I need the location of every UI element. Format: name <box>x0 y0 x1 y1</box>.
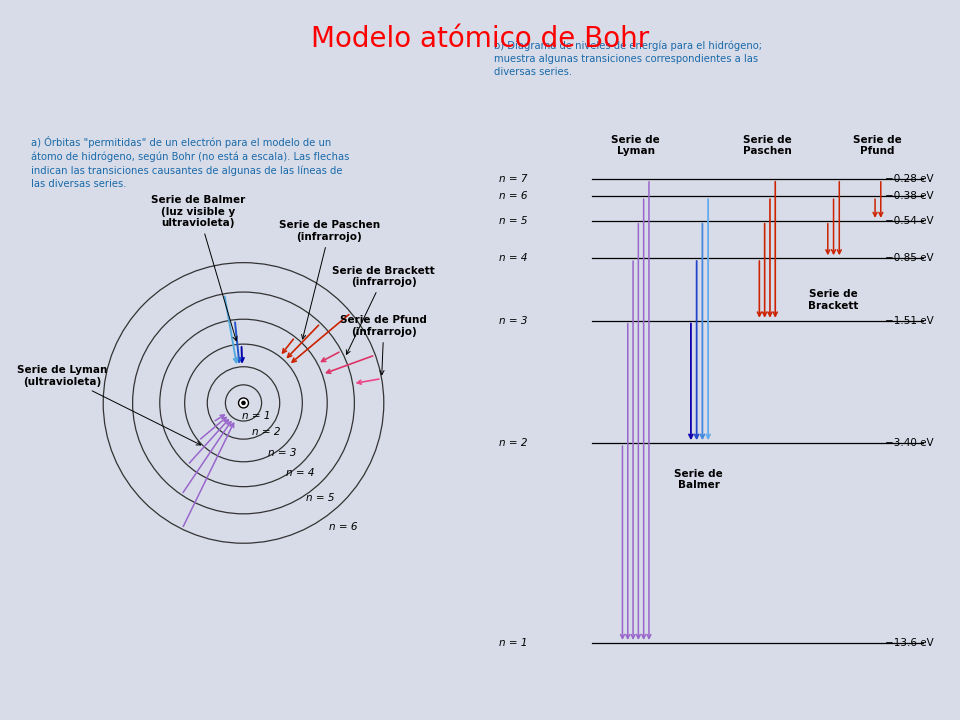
Text: n = 3: n = 3 <box>268 448 297 458</box>
Text: Serie de Paschen
(infrarrojo): Serie de Paschen (infrarrojo) <box>279 220 380 339</box>
Text: n = 4: n = 4 <box>286 468 314 478</box>
Text: n = 5: n = 5 <box>306 493 335 503</box>
Text: −3.40 eV: −3.40 eV <box>885 438 934 448</box>
Text: Serie de Brackett
(infrarrojo): Serie de Brackett (infrarrojo) <box>332 266 435 354</box>
Text: n = 6: n = 6 <box>499 192 527 202</box>
Text: Serie de
Brackett: Serie de Brackett <box>808 289 859 311</box>
Text: −13.6 eV: −13.6 eV <box>885 638 934 648</box>
Text: −0.85 eV: −0.85 eV <box>885 253 934 264</box>
Text: n = 4: n = 4 <box>499 253 527 264</box>
Text: Serie de Pfund
(infrarrojo): Serie de Pfund (infrarrojo) <box>341 315 427 374</box>
Text: −0.28 eV: −0.28 eV <box>885 174 934 184</box>
Text: n = 3: n = 3 <box>499 315 527 325</box>
Text: n = 7: n = 7 <box>499 174 527 184</box>
Text: n = 2: n = 2 <box>252 428 280 437</box>
Text: Serie de Balmer
(luz visible y
ultravioleta): Serie de Balmer (luz visible y ultraviol… <box>151 195 246 341</box>
Text: Serie de Lyman
(ultravioleta): Serie de Lyman (ultravioleta) <box>17 365 201 445</box>
Text: Serie de
Lyman: Serie de Lyman <box>612 135 660 156</box>
Circle shape <box>238 398 249 408</box>
Text: −1.51 eV: −1.51 eV <box>885 315 934 325</box>
Text: Serie de
Paschen: Serie de Paschen <box>743 135 792 156</box>
Text: n = 6: n = 6 <box>329 523 357 532</box>
Text: n = 2: n = 2 <box>499 438 527 448</box>
Text: n = 5: n = 5 <box>499 216 527 226</box>
Text: Serie de
Pfund: Serie de Pfund <box>853 135 902 156</box>
Text: Modelo atómico de Bohr: Modelo atómico de Bohr <box>311 25 649 53</box>
Text: a) Órbitas "permitidas" de un electrón para el modelo de un
átomo de hidrógeno, : a) Órbitas "permitidas" de un electrón p… <box>31 136 349 189</box>
Text: Serie de
Balmer: Serie de Balmer <box>675 469 723 490</box>
Text: −0.54 eV: −0.54 eV <box>885 216 934 226</box>
Circle shape <box>242 401 245 405</box>
Text: b) Diagrama de niveles de energía para el hidrógeno;
muestra algunas transicione: b) Diagrama de niveles de energía para e… <box>494 40 762 77</box>
Text: −0.38 eV: −0.38 eV <box>885 192 934 202</box>
Text: n = 1: n = 1 <box>242 411 270 421</box>
Text: n = 1: n = 1 <box>499 638 527 648</box>
